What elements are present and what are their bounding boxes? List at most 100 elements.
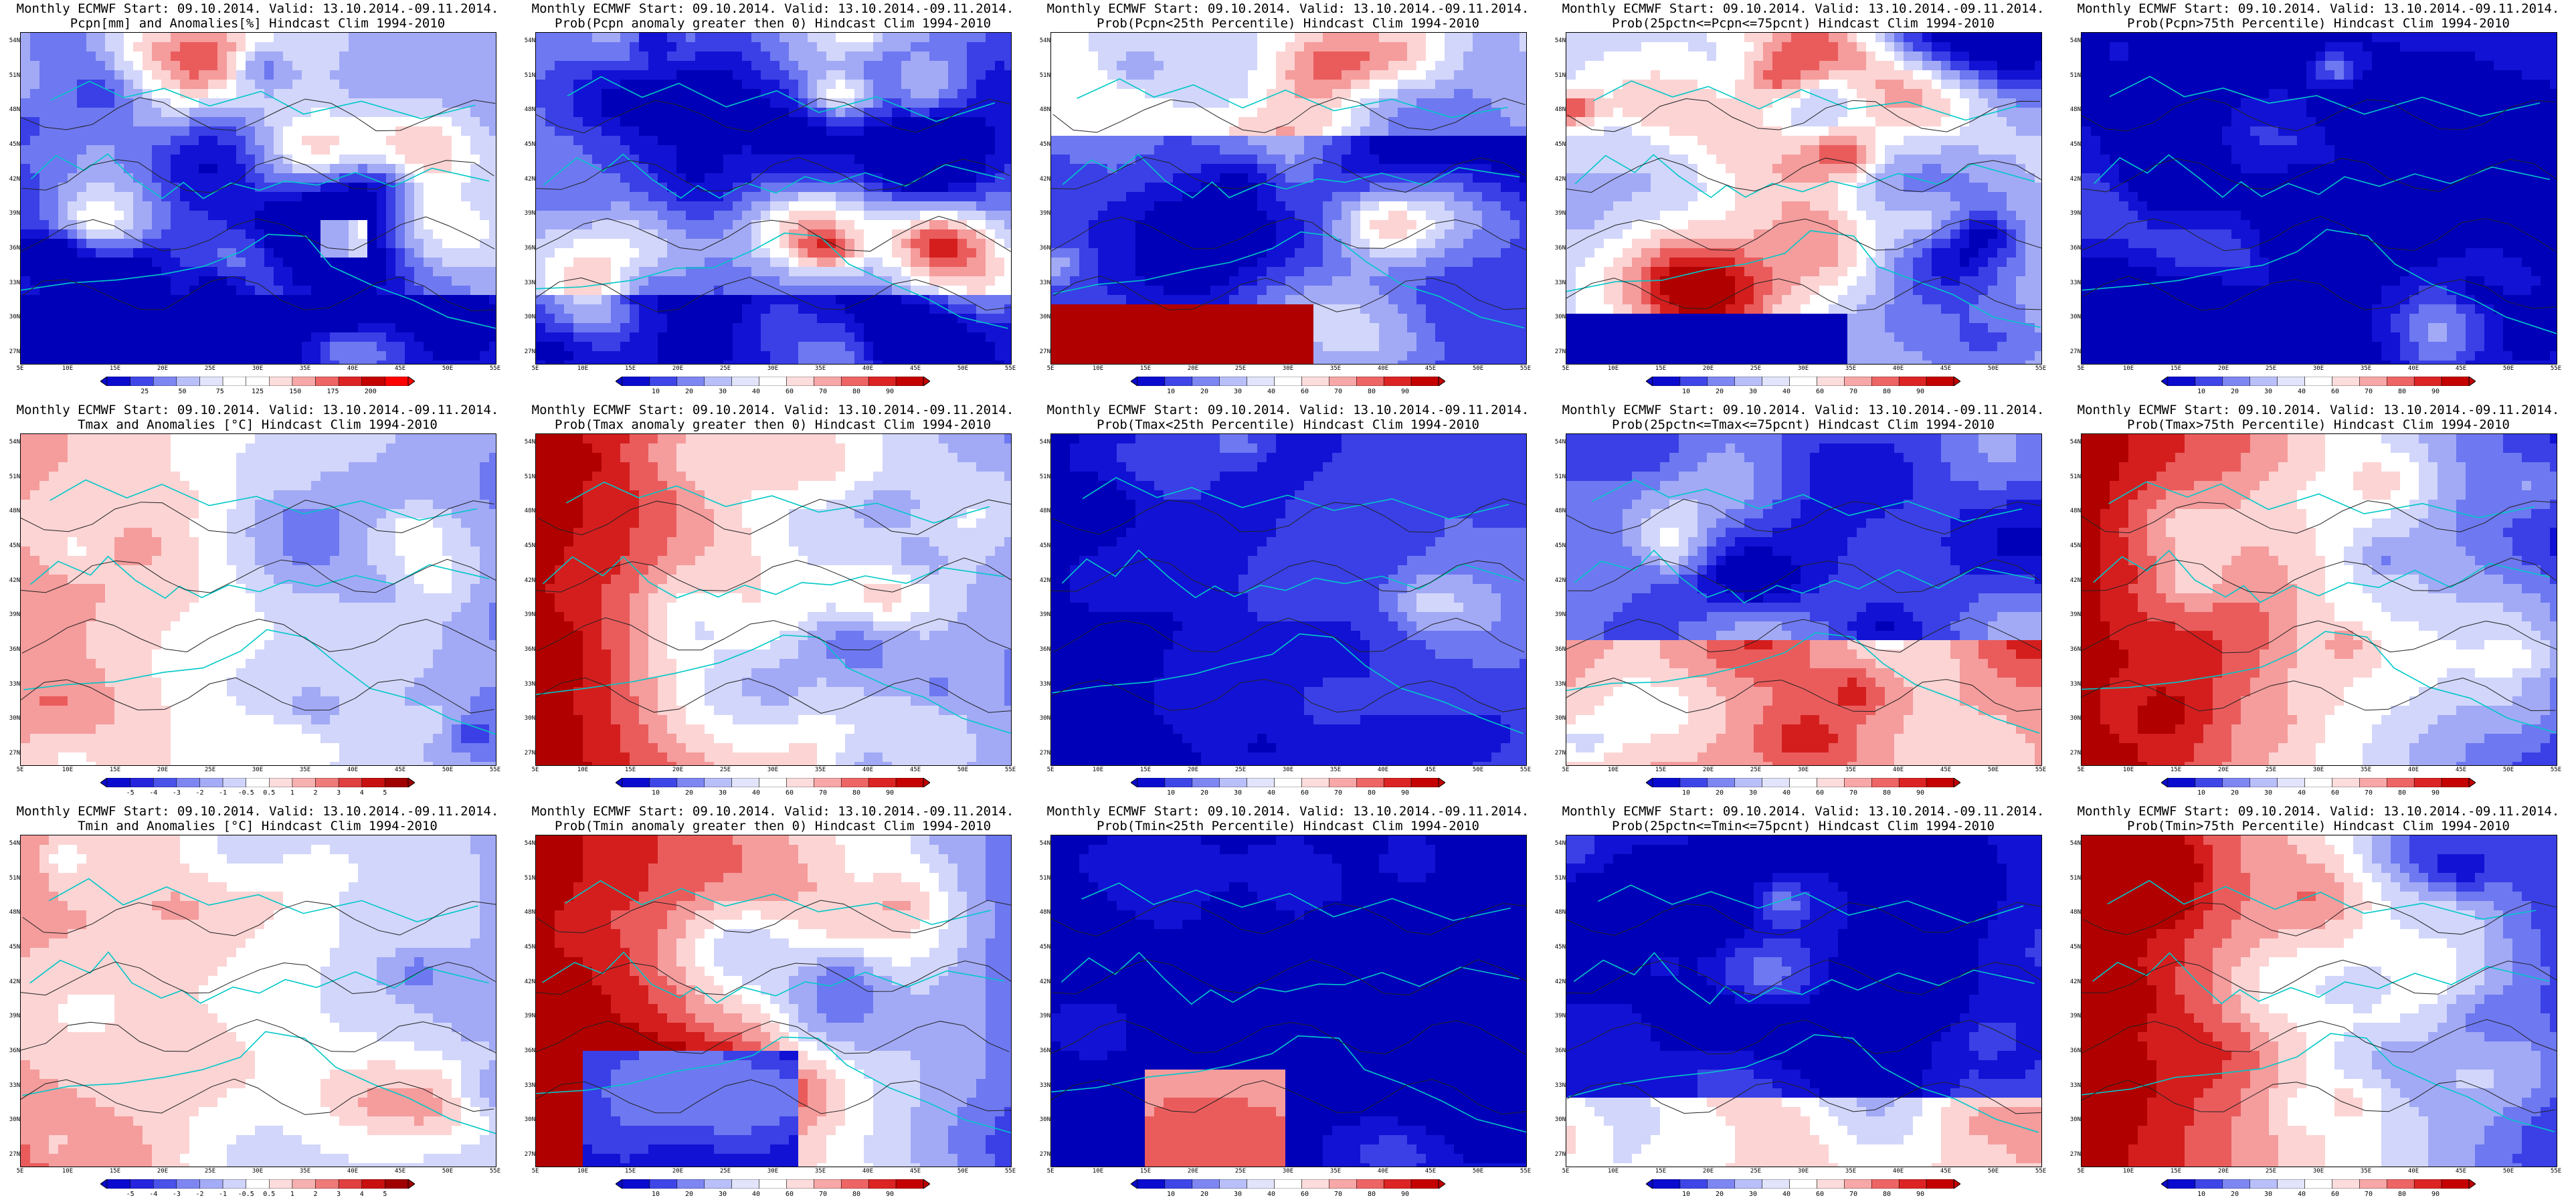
forecast-map <box>2081 433 2557 766</box>
latitude-label: 33N <box>4 1082 20 1089</box>
latitude-label: 48N <box>4 106 20 113</box>
forecast-panel: Monthly ECMWF Start: 09.10.2014. Valid: … <box>1546 401 2061 803</box>
latitude-label: 30N <box>1550 715 1566 722</box>
latitude-label: 27N <box>2065 750 2081 757</box>
colorbar-label: 20 <box>679 1191 699 1198</box>
contour-line <box>1051 1019 1526 1055</box>
contour-line <box>2082 617 2557 654</box>
longitude-label: 50E <box>1983 1168 2003 1175</box>
longitude-label: 30E <box>763 365 783 372</box>
latitude-label: 36N <box>4 646 20 653</box>
latitude-label: 39N <box>519 210 535 217</box>
colorbar-label: 70 <box>813 789 833 797</box>
colorbar-label: 40 <box>1261 789 1281 797</box>
longitude-label: 20E <box>2213 365 2233 372</box>
colorbar-label: 200 <box>361 388 381 395</box>
longitude-label: 15E <box>620 767 640 773</box>
colorbar-label: 90 <box>1395 388 1415 395</box>
latitude-label: 42N <box>4 979 20 985</box>
longitude-label: 20E <box>1183 1168 1203 1175</box>
latitude-label: 48N <box>4 909 20 916</box>
contour-line <box>21 1078 494 1115</box>
latitude-label: 39N <box>2065 611 2081 618</box>
latitude-label: 36N <box>1034 245 1050 252</box>
latitude-label: 39N <box>519 1013 535 1019</box>
latitude-label: 42N <box>4 176 20 183</box>
forecast-map <box>535 32 1012 365</box>
latitude-label: 27N <box>1550 750 1566 757</box>
coastline <box>1052 633 1524 734</box>
longitude-label: 45E <box>2451 767 2471 773</box>
colorbar-label: 60 <box>1810 789 1830 797</box>
colorbar-label: -5 <box>120 789 141 797</box>
colorbar-label: -2 <box>189 789 209 797</box>
latitude-label: 42N <box>2065 577 2081 584</box>
longitude-label: 35E <box>295 767 315 773</box>
longitude-label: 35E <box>810 365 830 372</box>
longitude-label: 15E <box>105 767 125 773</box>
contour-line <box>2083 901 2557 936</box>
longitude-label: 30E <box>2308 1168 2328 1175</box>
colorbar-label: 80 <box>1877 1191 1897 1198</box>
longitude-label: 45E <box>1420 767 1441 773</box>
colorbar-label: 60 <box>779 789 800 797</box>
colorbar-label: 90 <box>1910 1191 1930 1198</box>
latitude-label: 51N <box>519 875 535 882</box>
longitude-label: 5E <box>525 365 545 372</box>
contour-line <box>1052 96 1526 133</box>
longitude-label: 5E <box>525 1168 545 1175</box>
colorbar-label: 90 <box>880 789 900 797</box>
longitude-label: 10E <box>573 365 593 372</box>
coastline <box>1574 154 2035 199</box>
colorbar-label: 40 <box>746 789 766 797</box>
colorbar-label: -3 <box>167 789 187 797</box>
contour-line <box>1051 900 1526 937</box>
longitude-label: 45E <box>390 767 410 773</box>
colorbar-label: 20 <box>1194 388 1214 395</box>
longitude-label: 15E <box>105 365 125 372</box>
coastline <box>1566 632 2040 734</box>
coastline <box>1062 153 1520 199</box>
latitude-label: 51N <box>2065 72 2081 79</box>
colorbar <box>616 377 930 386</box>
longitude-label: 30E <box>2308 365 2328 372</box>
latitude-label: 33N <box>1550 681 1566 688</box>
coastline <box>536 232 1008 329</box>
longitude-label: 30E <box>248 767 268 773</box>
contour-line <box>1566 498 2041 535</box>
colorbar-label: 90 <box>880 388 900 395</box>
longitude-label: 45E <box>390 365 410 372</box>
forecast-map <box>1050 835 1527 1167</box>
longitude-label: 30E <box>248 365 268 372</box>
longitude-label: 25E <box>715 767 735 773</box>
longitude-label: 35E <box>1841 365 1861 372</box>
colorbar-label: -4 <box>143 789 163 797</box>
colorbar-label: 70 <box>1843 1191 1863 1198</box>
latitude-label: 54N <box>519 439 535 445</box>
latitude-label: 33N <box>2065 280 2081 286</box>
latitude-label: 39N <box>1034 210 1050 217</box>
latitude-label: 30N <box>1550 1116 1566 1123</box>
latitude-label: 45N <box>519 542 535 549</box>
panel-title-line1: Monthly ECMWF Start: 09.10.2014. Valid: … <box>1030 804 1546 819</box>
latitude-label: 36N <box>4 1047 20 1054</box>
colorbar <box>2161 778 2476 787</box>
latitude-label: 39N <box>4 611 20 618</box>
latitude-label: 33N <box>1034 1082 1050 1089</box>
longitude-label: 25E <box>1230 767 1251 773</box>
longitude-label: 45E <box>905 365 925 372</box>
colorbar-label: 30 <box>2258 388 2278 395</box>
longitude-label: 40E <box>1373 365 1393 372</box>
panel-title-line2: Prob(Tmin anomaly greater then 0) Hindca… <box>515 819 1030 833</box>
colorbar-label: 30 <box>1228 388 1248 395</box>
latitude-label: 36N <box>1034 646 1050 653</box>
contour-line <box>2082 1019 2557 1054</box>
latitude-label: 45N <box>519 141 535 148</box>
longitude-label: 35E <box>295 365 315 372</box>
longitude-label: 50E <box>953 1168 973 1175</box>
colorbar-label: 30 <box>2258 1191 2278 1198</box>
longitude-label: 15E <box>105 1168 125 1175</box>
latitude-label: 42N <box>1550 979 1566 985</box>
longitude-label: 55E <box>1000 365 1020 372</box>
longitude-label: 40E <box>2403 1168 2423 1175</box>
